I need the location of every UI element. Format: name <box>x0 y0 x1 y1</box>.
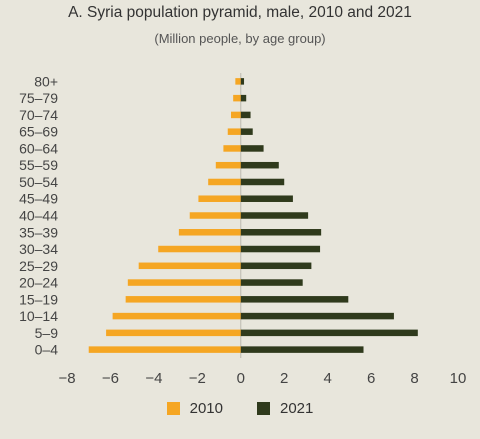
bar-2010-7 <box>198 195 241 202</box>
x-tick-label: −4 <box>145 370 162 387</box>
y-tick-label: 25–29 <box>19 258 58 274</box>
bar-2010-13 <box>125 296 241 303</box>
x-tick-label: −2 <box>189 370 206 387</box>
bar-2010-14 <box>112 312 241 320</box>
bar-2010-9 <box>178 229 241 236</box>
bar-2010-0 <box>235 78 241 85</box>
bar-2010-4 <box>223 145 241 152</box>
legend-swatch-2021 <box>257 402 270 415</box>
legend-swatch-2010 <box>166 402 180 415</box>
bar-2021-6 <box>240 178 285 186</box>
chart-title: A. Syria population pyramid, male, 2010 … <box>68 4 412 21</box>
bar-2010-12 <box>127 279 241 286</box>
bar-2021-1 <box>240 94 247 102</box>
bar-2021-5 <box>240 161 279 169</box>
y-tick-label: 20–24 <box>19 275 58 291</box>
bar-2010-16 <box>88 346 241 353</box>
bar-2010-6 <box>208 178 241 186</box>
bar-2021-14 <box>240 312 394 320</box>
bar-2021-8 <box>240 212 309 219</box>
bar-2021-2 <box>240 111 251 119</box>
bar-2010-5 <box>215 161 241 169</box>
bar-2021-7 <box>240 195 293 202</box>
x-tick-label: 8 <box>410 370 418 387</box>
chart-subtitle: (Million people, by age group) <box>154 31 326 46</box>
legend-label-2010: 2010 <box>189 400 223 417</box>
y-tick-label: 75–79 <box>19 90 58 106</box>
y-tick-label: 10–14 <box>19 308 58 324</box>
bar-2010-2 <box>231 111 241 119</box>
y-tick-label: 65–69 <box>19 124 58 140</box>
bar-2021-16 <box>240 346 364 353</box>
bar-2021-4 <box>240 145 264 152</box>
x-tick-label: 4 <box>323 370 331 387</box>
y-tick-label: 0–4 <box>35 342 59 358</box>
y-tick-label: 35–39 <box>19 224 58 240</box>
y-tick-label: 45–49 <box>19 191 58 207</box>
x-tick-label: −6 <box>102 370 119 387</box>
y-tick-label: 30–34 <box>19 241 58 257</box>
bar-2021-10 <box>240 245 321 253</box>
y-tick-label: 50–54 <box>19 174 58 190</box>
bar-2021-0 <box>240 78 245 85</box>
x-tick-label: 6 <box>367 370 375 387</box>
bar-2021-9 <box>240 229 322 236</box>
legend: 2010 2021 <box>0 400 480 417</box>
legend-item-2021: 2021 <box>257 400 313 417</box>
y-tick-label: 80+ <box>34 73 58 89</box>
legend-item-2010: 2010 <box>166 400 223 417</box>
bar-2021-3 <box>240 128 253 135</box>
bar-2010-15 <box>106 329 241 337</box>
bar-2010-3 <box>227 128 241 135</box>
bar-2010-1 <box>233 94 241 102</box>
bar-2010-11 <box>138 262 241 270</box>
bar-2010-10 <box>158 245 241 253</box>
legend-label-2021: 2021 <box>280 400 314 417</box>
bar-2021-11 <box>240 262 312 270</box>
x-tick-label: 10 <box>450 370 467 387</box>
y-tick-label: 15–19 <box>19 291 58 307</box>
x-tick-label: −8 <box>58 370 75 387</box>
y-tick-label: 5–9 <box>35 325 59 341</box>
y-tick-label: 40–44 <box>19 208 58 224</box>
y-tick-label: 55–59 <box>19 157 58 173</box>
x-tick-label: 0 <box>237 370 245 387</box>
bar-2010-8 <box>189 212 241 219</box>
y-tick-label: 60–64 <box>19 140 58 156</box>
bar-2021-13 <box>240 296 349 303</box>
bar-2021-15 <box>240 329 418 337</box>
x-tick-label: 2 <box>280 370 288 387</box>
y-tick-label: 70–74 <box>19 107 58 123</box>
bar-2021-12 <box>240 279 303 286</box>
